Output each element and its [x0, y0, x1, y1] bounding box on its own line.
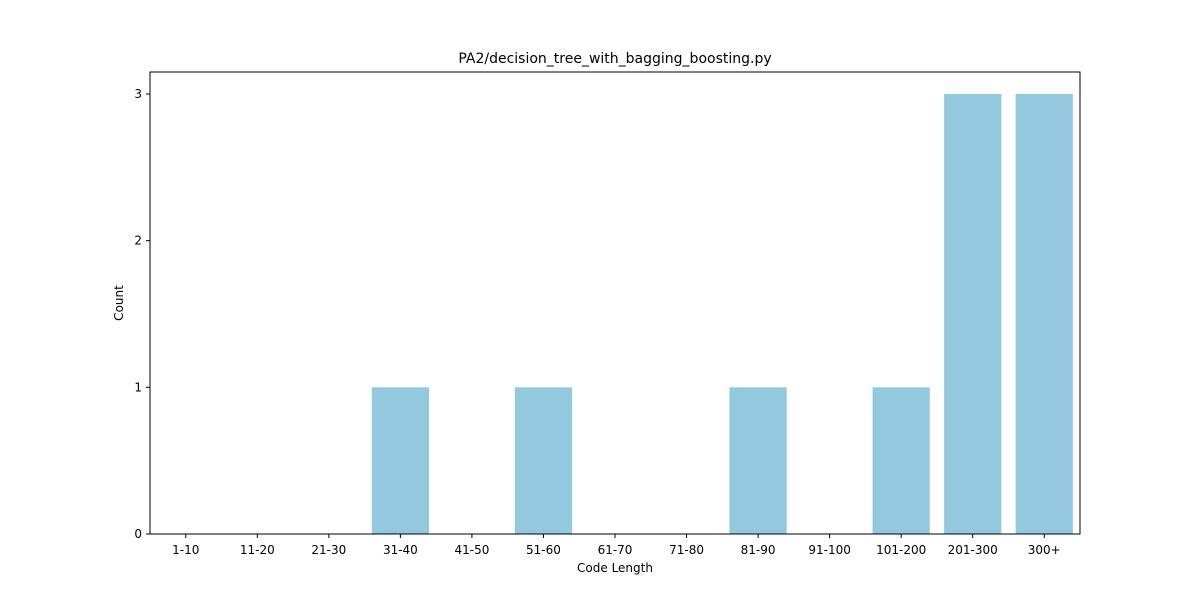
x-tick-label: 71-80 — [669, 543, 704, 557]
y-tick-label: 3 — [134, 87, 142, 101]
x-tick-label: 1-10 — [172, 543, 199, 557]
y-tick-label: 2 — [134, 234, 142, 248]
x-tick-label: 201-300 — [948, 543, 998, 557]
plot-frame — [149, 71, 1081, 535]
x-tick-label: 81-90 — [741, 543, 776, 557]
x-tick-label: 300+ — [1028, 543, 1061, 557]
x-tick-label: 31-40 — [383, 543, 418, 557]
x-tick-label: 11-20 — [240, 543, 275, 557]
y-axis-ticks: 0 1 2 3 — [134, 87, 150, 541]
x-tick-label: 41-50 — [454, 543, 489, 557]
y-axis-label: Count — [112, 285, 126, 321]
x-tick-label: 21-30 — [311, 543, 346, 557]
x-axis-ticks: 1-10 11-20 21-30 31-40 41-50 51-60 61-70 71-80 8… — [172, 534, 1061, 557]
x-tick-label: 91-100 — [808, 543, 851, 557]
bars-group — [371, 94, 1073, 534]
chart-title: PA2/decision_tree_with_bagging_boosting.… — [458, 51, 771, 67]
bar-31-40 — [371, 387, 429, 534]
y-tick-label: 1 — [134, 380, 142, 394]
y-tick-label: 0 — [134, 527, 142, 541]
x-axis-label: Code Length — [577, 561, 653, 575]
x-tick-label: 61-70 — [598, 543, 633, 557]
bar-300+ — [1015, 94, 1073, 534]
bar-201-300 — [944, 94, 1002, 534]
x-tick-label: 51-60 — [526, 543, 561, 557]
bar-51-60 — [514, 387, 573, 534]
plot-area-background — [150, 72, 1080, 534]
x-tick-label: 101-200 — [876, 543, 926, 557]
bar-101-200 — [872, 387, 930, 534]
bar-81-90 — [729, 387, 787, 534]
